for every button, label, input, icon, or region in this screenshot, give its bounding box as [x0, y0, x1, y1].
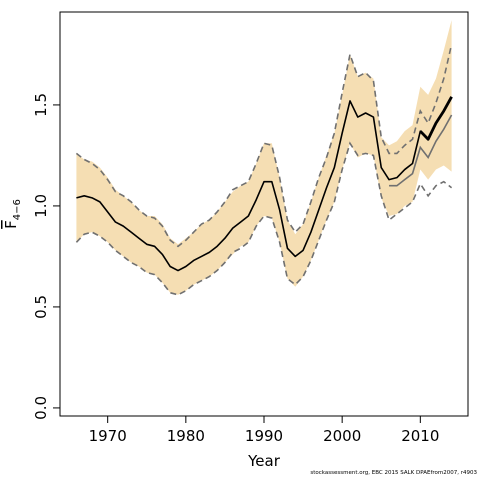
- confidence-band: [76, 20, 452, 295]
- credit-text: stockassessment.org, EBC 2015 SALK DPAEf…: [310, 470, 477, 476]
- x-axis: 1970 1980 1990 2000 2010: [89, 416, 439, 445]
- x-tick-label: 1970: [89, 427, 127, 445]
- y-tick-label: 0.0: [32, 396, 50, 420]
- secondary-estimate-line: [389, 114, 453, 187]
- x-tick-label: 2000: [323, 427, 361, 445]
- y-axis-title-base: F: [2, 220, 20, 229]
- y-axis: 0.0 0.5 1.0 1.5: [32, 93, 60, 420]
- y-tick-label: 1.0: [32, 194, 50, 218]
- x-tick-label: 1980: [167, 427, 205, 445]
- x-tick-label: 2010: [401, 427, 439, 445]
- y-tick-label: 1.5: [32, 93, 50, 117]
- svg-text:F4−6: F4−6: [2, 199, 23, 229]
- x-tick-label: 1990: [245, 427, 283, 445]
- estimate-line: [76, 96, 453, 272]
- y-axis-title-subscript: 4−6: [12, 199, 23, 220]
- y-axis-title: F4−6: [2, 199, 23, 229]
- y-tick-label: 0.5: [32, 295, 50, 319]
- x-axis-title: Year: [247, 452, 281, 470]
- upper-bound-line: [75, 44, 453, 248]
- estimate-line-recent: [419, 96, 453, 141]
